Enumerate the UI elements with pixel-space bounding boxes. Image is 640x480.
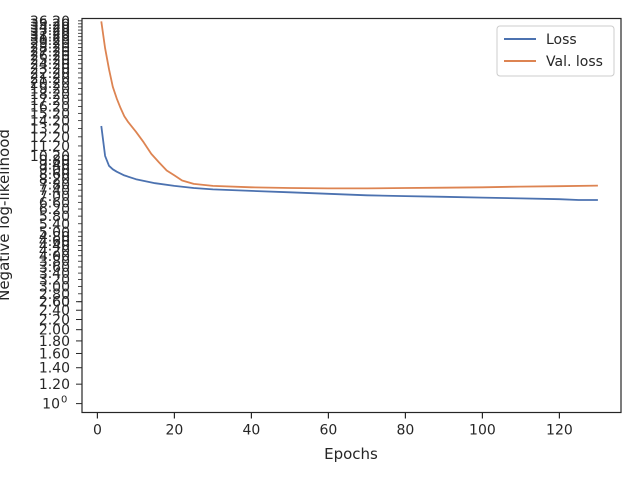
y-dense-tick-label: 22.20: [30, 66, 70, 82]
y-dense-tick-label: 32.20: [30, 26, 70, 42]
y-dense-tick-label: 33.20: [30, 23, 70, 39]
legend: Loss Val. loss: [496, 25, 615, 77]
y-dense-tick-label: 4.40: [39, 239, 70, 255]
legend-label-val-loss: Val. loss: [546, 54, 603, 70]
y-dense-tick-label: 15.20: [30, 106, 70, 122]
series-line-loss: [100, 125, 598, 201]
y-tick-exponent: 0: [61, 395, 67, 406]
y-dense-tick-label: 14.20: [30, 114, 70, 130]
y-dense-tick-label: 11.20: [30, 139, 70, 155]
y-dense-tick-label: 12.20: [30, 130, 70, 146]
y-tick-label: 1.60: [39, 346, 70, 362]
y-dense-tick-label: 23.20: [30, 61, 70, 77]
x-tick-label: 40: [242, 423, 260, 439]
y-dense-tick-label: 5.80: [39, 209, 70, 225]
y-tick-label: 10: [42, 397, 60, 413]
legend-label-loss: Loss: [546, 32, 577, 48]
y-dense-tick-label: 2.60: [39, 295, 70, 311]
y-dense-tick-label: 30.20: [30, 33, 70, 49]
y-dense-tick-label: 10.20: [30, 149, 70, 165]
y-dense-tick-label: 25.20: [30, 52, 70, 68]
y-dense-tick-label: 24.20: [30, 57, 70, 73]
y-dense-tick-label: 5.00: [39, 225, 70, 241]
y-dense-tick-label: 28.20: [30, 40, 70, 56]
y-dense-tick-label: 7.00: [39, 189, 70, 205]
x-tick-label: 60: [319, 423, 337, 439]
y-dense-tick-label: 3.80: [39, 254, 70, 270]
y-tick-label: 2.40: [39, 303, 70, 319]
y-dense-tick-labels: 2.602.803.003.203.403.603.804.004.204.40…: [30, 14, 70, 311]
x-axis-label: Epochs: [324, 445, 378, 463]
y-tick-label: 2.60: [39, 295, 70, 311]
y-dense-tick-label: 8.20: [39, 172, 70, 188]
y-dense-tick-label: 20.20: [30, 76, 70, 92]
plot-frame: [81, 17, 622, 414]
y-axis-label: Negative log-likelihood: [0, 129, 13, 301]
y-dense-tick-label: 5.40: [39, 217, 70, 233]
y-dense-tick-label: 6.60: [39, 195, 70, 211]
y-dense-tick-label: 4.60: [39, 234, 70, 250]
x-tick-label: 0: [93, 423, 102, 439]
y-dense-tick-label: 3.60: [39, 260, 70, 276]
y-dense-tick-label: 19.20: [30, 81, 70, 97]
y-dense-tick-label: 2.80: [39, 287, 70, 303]
y-dense-tick-label: 4.20: [39, 244, 70, 260]
y-dense-tick-label: 18.20: [30, 87, 70, 103]
y-dense-tick-label: 9.40: [39, 158, 70, 174]
x-tick-label: 120: [546, 423, 573, 439]
x-tick-label: 80: [396, 423, 414, 439]
y-dense-tick-label: 8.60: [39, 167, 70, 183]
series-line-val-loss: [100, 21, 598, 190]
y-tick-label: 2.20: [39, 313, 70, 329]
x-axis-ticks: 0 20 40 60 80 100 120: [93, 412, 573, 439]
y-dense-tick-label: 3.00: [39, 279, 70, 295]
y-tick-label: 1.40: [39, 361, 70, 377]
y-dense-tick-label: 34.20: [30, 20, 70, 36]
y-dense-tick-label: 13.20: [30, 121, 70, 137]
y-dense-tick-label: 26.20: [30, 48, 70, 64]
y-dense-tick-label: 3.20: [39, 273, 70, 289]
y-tick-label: 1.20: [39, 377, 70, 393]
y-dense-tick-label: 31.20: [30, 30, 70, 46]
y-dense-tick-label: 4.00: [39, 249, 70, 265]
y-dense-tick-label: 21.20: [30, 71, 70, 87]
y-minor-ticks: [78, 20, 82, 303]
y-dense-tick-label: 9.00: [39, 162, 70, 178]
y-dense-tick-label: 9.80: [39, 153, 70, 169]
y-dense-tick-label: 35.20: [30, 17, 70, 33]
y-axis-ticks: 10 0 1.201.401.601.802.002.202.402.60: [39, 295, 82, 413]
y-dense-tick-label: 36.20: [30, 14, 70, 30]
y-dense-tick-label: 3.40: [39, 266, 70, 282]
y-dense-tick-label: 4.80: [39, 229, 70, 245]
y-dense-tick-label: 29.20: [30, 37, 70, 53]
y-tick-label: 2.00: [39, 323, 70, 339]
y-tick-label: 1.80: [39, 334, 70, 350]
series-lines: [100, 21, 598, 201]
y-dense-tick-label: 7.80: [39, 178, 70, 194]
y-dense-tick-label: 6.20: [39, 202, 70, 218]
y-dense-tick-label: 17.20: [30, 93, 70, 109]
x-tick-label: 100: [469, 423, 496, 439]
y-dense-tick-label: 16.20: [30, 100, 70, 116]
y-dense-tick-label: 7.40: [39, 183, 70, 199]
y-dense-tick-label: 27.20: [30, 44, 70, 60]
x-tick-label: 20: [165, 423, 183, 439]
